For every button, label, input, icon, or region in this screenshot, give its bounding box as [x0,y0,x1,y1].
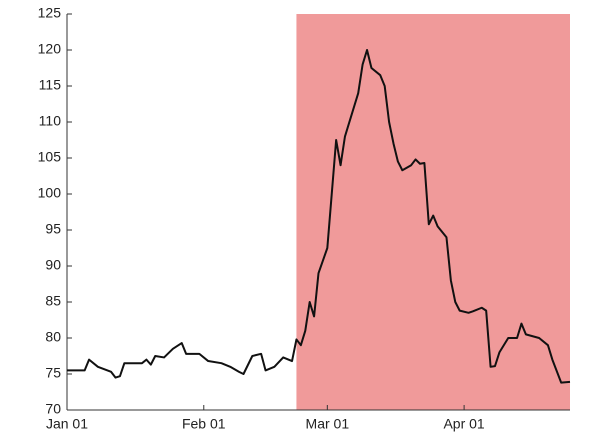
y-tick-label: 120 [38,41,62,57]
y-tick-label: 80 [45,329,61,345]
x-tick-label: Apr 01 [443,416,484,432]
y-tick-label: 90 [45,257,61,273]
x-tick-label: Mar 01 [306,416,350,432]
y-tick-label: 100 [38,185,62,201]
y-tick-label: 105 [38,149,62,165]
highlight-region [296,14,570,410]
x-tick-label: Feb 01 [182,416,226,432]
y-tick-label: 115 [39,77,62,93]
x-tick-label: Jan 01 [46,416,88,432]
y-tick-label: 75 [45,365,61,381]
y-tick-label: 85 [45,293,61,309]
data-line [67,49,571,384]
y-tick-label: 70 [45,401,61,417]
y-tick-label: 110 [39,113,62,129]
y-tick-label: 95 [45,221,61,237]
y-tick-label: 125 [38,5,62,21]
